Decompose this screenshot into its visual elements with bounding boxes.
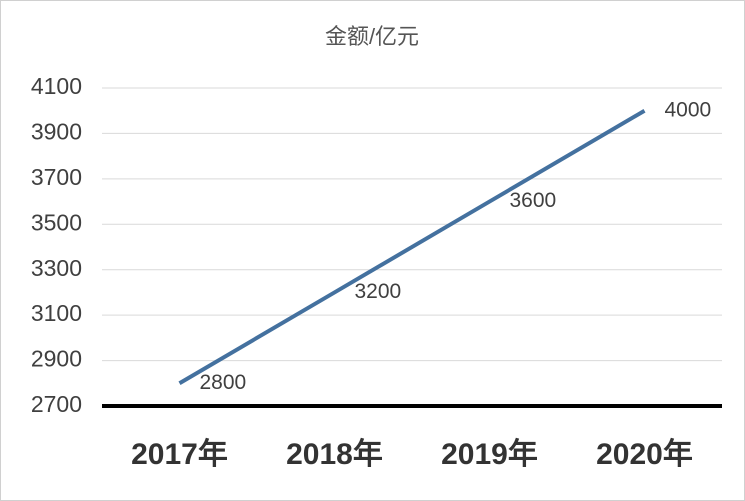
data-label: 2800 xyxy=(200,371,247,394)
data-label: 4000 xyxy=(665,98,712,121)
y-tick-label: 4100 xyxy=(31,73,82,99)
y-tick-label: 3100 xyxy=(31,300,82,326)
data-label: 3200 xyxy=(355,280,402,303)
x-tick-label: 2020年 xyxy=(596,438,693,471)
line xyxy=(178,108,646,386)
x-tick-label: 2019年 xyxy=(441,438,538,471)
y-tick-label: 3300 xyxy=(31,255,82,281)
x-tick-label: 2017年 xyxy=(131,438,228,471)
y-tick-label: 2900 xyxy=(31,346,82,372)
data-label: 3600 xyxy=(510,189,557,212)
y-tick-label: 3500 xyxy=(31,209,82,235)
y-tick-label: 2700 xyxy=(31,391,82,417)
chart-title: 金额/亿元 xyxy=(325,24,419,49)
y-tick-label: 3700 xyxy=(31,164,82,190)
y-tick-label: 3900 xyxy=(31,119,82,145)
x-tick-label: 2018年 xyxy=(286,438,383,471)
